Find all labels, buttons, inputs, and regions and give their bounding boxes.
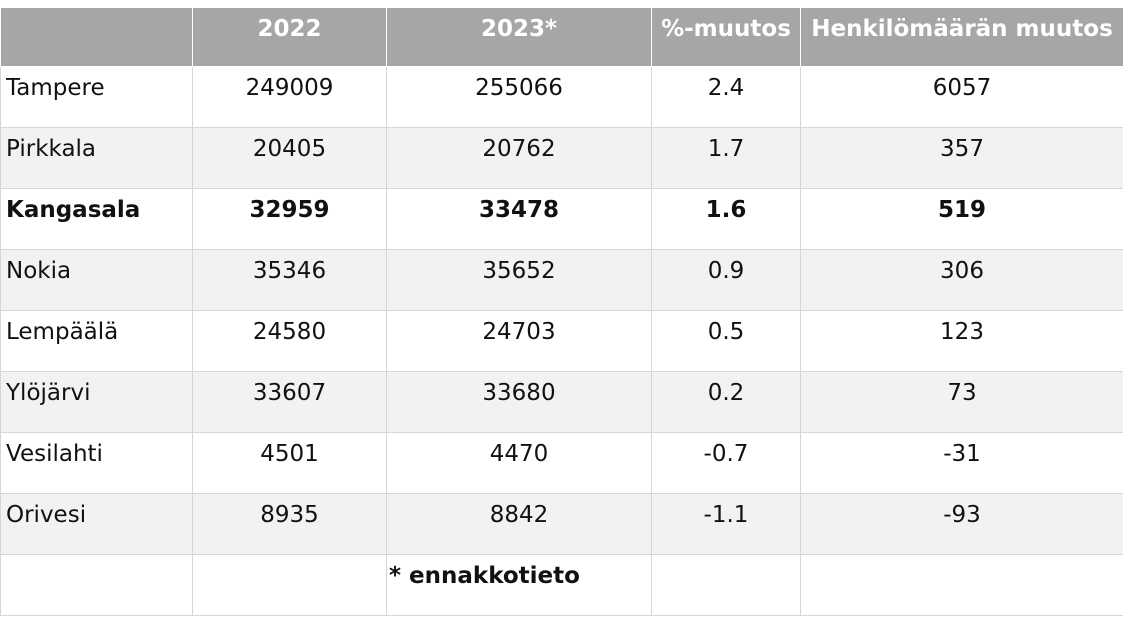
value-cell: 20762	[386, 127, 652, 189]
footnote-row: * ennakkotieto	[0, 554, 1123, 616]
value-cell: 24580	[192, 310, 387, 372]
population-table: 2022 2023* %-muutos Henkilömäärän muutos Ta…	[0, 7, 1123, 616]
table-row: Orivesi 8935 8842 -1.1 -93	[0, 493, 1123, 555]
header-cell: 2022	[192, 7, 387, 67]
table-row: Nokia 35346 35652 0.9 306	[0, 249, 1123, 311]
value-cell: 73	[800, 371, 1123, 433]
header-row: 2022 2023* %-muutos Henkilömäärän muutos	[0, 7, 1123, 67]
empty-cell	[800, 554, 1123, 616]
header-cell: %-muutos	[651, 7, 801, 67]
value-cell: 519	[800, 188, 1123, 250]
value-cell: 20405	[192, 127, 387, 189]
table-row: Tampere 249009 255066 2.4 6057	[0, 66, 1123, 128]
value-cell: 33478	[386, 188, 652, 250]
value-cell: -93	[800, 493, 1123, 555]
value-cell: 6057	[800, 66, 1123, 128]
value-cell: 4501	[192, 432, 387, 494]
value-cell: -31	[800, 432, 1123, 494]
header-cell: Henkilömäärän muutos	[800, 7, 1123, 67]
value-cell: 1.7	[651, 127, 801, 189]
empty-cell	[192, 554, 387, 616]
table-row: Pirkkala 20405 20762 1.7 357	[0, 127, 1123, 189]
value-cell: 0.9	[651, 249, 801, 311]
value-cell: 33680	[386, 371, 652, 433]
table-row: Lempäälä 24580 24703 0.5 123	[0, 310, 1123, 372]
value-cell: 8842	[386, 493, 652, 555]
value-cell: 306	[800, 249, 1123, 311]
value-cell: 8935	[192, 493, 387, 555]
header-cell	[0, 7, 193, 67]
table-row: Kangasala 32959 33478 1.6 519	[0, 188, 1123, 250]
table-row: Ylöjärvi 33607 33680 0.2 73	[0, 371, 1123, 433]
empty-cell	[0, 554, 193, 616]
value-cell: 123	[800, 310, 1123, 372]
value-cell: 35346	[192, 249, 387, 311]
value-cell: 255066	[386, 66, 652, 128]
value-cell: 249009	[192, 66, 387, 128]
municipality-cell: Ylöjärvi	[0, 371, 193, 433]
municipality-cell: Pirkkala	[0, 127, 193, 189]
value-cell: 4470	[386, 432, 652, 494]
value-cell: 1.6	[651, 188, 801, 250]
municipality-cell: Lempäälä	[0, 310, 193, 372]
table-body: Tampere 249009 255066 2.4 6057 Pirkkala 20405 2…	[0, 66, 1123, 616]
footnote: * ennakkotieto	[386, 554, 652, 616]
value-cell: 2.4	[651, 66, 801, 128]
value-cell: -0.7	[651, 432, 801, 494]
value-cell: 35652	[386, 249, 652, 311]
table-container: 2022 2023* %-muutos Henkilömäärän muutos Ta…	[0, 7, 1123, 616]
header-cell: 2023*	[386, 7, 652, 67]
municipality-cell: Tampere	[0, 66, 193, 128]
value-cell: 357	[800, 127, 1123, 189]
value-cell: 0.2	[651, 371, 801, 433]
value-cell: 24703	[386, 310, 652, 372]
municipality-cell: Nokia	[0, 249, 193, 311]
municipality-cell: Orivesi	[0, 493, 193, 555]
value-cell: 33607	[192, 371, 387, 433]
value-cell: 0.5	[651, 310, 801, 372]
value-cell: 32959	[192, 188, 387, 250]
municipality-cell: Vesilahti	[0, 432, 193, 494]
table-row: Vesilahti 4501 4470 -0.7 -31	[0, 432, 1123, 494]
value-cell: -1.1	[651, 493, 801, 555]
empty-cell	[651, 554, 801, 616]
municipality-cell: Kangasala	[0, 188, 193, 250]
